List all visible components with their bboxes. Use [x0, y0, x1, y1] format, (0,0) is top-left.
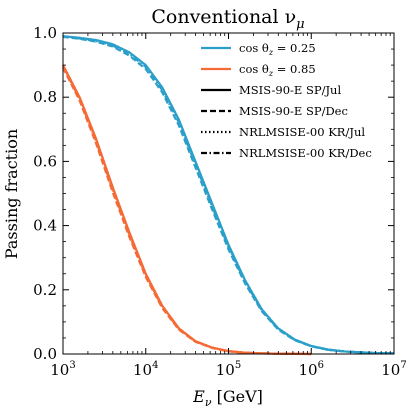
y-tick-label-1: 0.2: [33, 281, 57, 299]
x-axis-label-sub: ν: [205, 396, 212, 409]
series-line-1: [62, 35, 395, 355]
x-tick-label-4: 107: [381, 360, 406, 379]
series-layer: [62, 35, 395, 356]
plot-frame: [62, 32, 395, 355]
x-axis-label-main: E: [192, 387, 205, 406]
y-tick-label-3: 0.6: [33, 152, 57, 170]
y-tick-label-0: 0.0: [33, 345, 57, 363]
x-axis-label: Eν [GeV]: [192, 387, 263, 409]
y-axis-label: Passing fraction: [2, 129, 21, 259]
chart-title-main: Conventional ν: [151, 6, 296, 28]
chart-title-sub: μ: [296, 17, 304, 32]
x-tick-label-2: 105: [216, 360, 241, 379]
legend-label-1: cos θz = 0.85: [239, 62, 316, 78]
chart-title: Conventional νμ: [151, 6, 304, 32]
x-tick-label-0: 103: [50, 360, 75, 379]
legend-label-2: MSIS-90-E SP/Jul: [239, 83, 341, 97]
y-tick-label-4: 0.8: [33, 88, 57, 106]
x-tick-label-1: 104: [133, 360, 158, 379]
tick-layer: 103 104 105 106 107 0.0 0.2 0.4 0.6 0.8 1.0: [33, 24, 407, 379]
series-line-3: [62, 35, 395, 355]
y-tick-label-5: 1.0: [33, 24, 57, 42]
legend-label-5: NRLMSISE-00 KR/Dec: [239, 146, 372, 160]
x-axis-label-unit: [GeV]: [212, 387, 263, 406]
legend-label-3: MSIS-90-E SP/Dec: [239, 104, 348, 118]
legend: cos θz = 0.25 cos θz = 0.85 MSIS-90-E SP/J…: [201, 41, 372, 160]
x-tick-label-3: 106: [299, 360, 324, 379]
legend-label-0: cos θz = 0.25: [239, 41, 316, 57]
legend-label-4: NRLMSISE-00 KR/Jul: [239, 125, 365, 139]
y-tick-label-2: 0.4: [33, 217, 57, 235]
series-line-2: [62, 35, 395, 355]
